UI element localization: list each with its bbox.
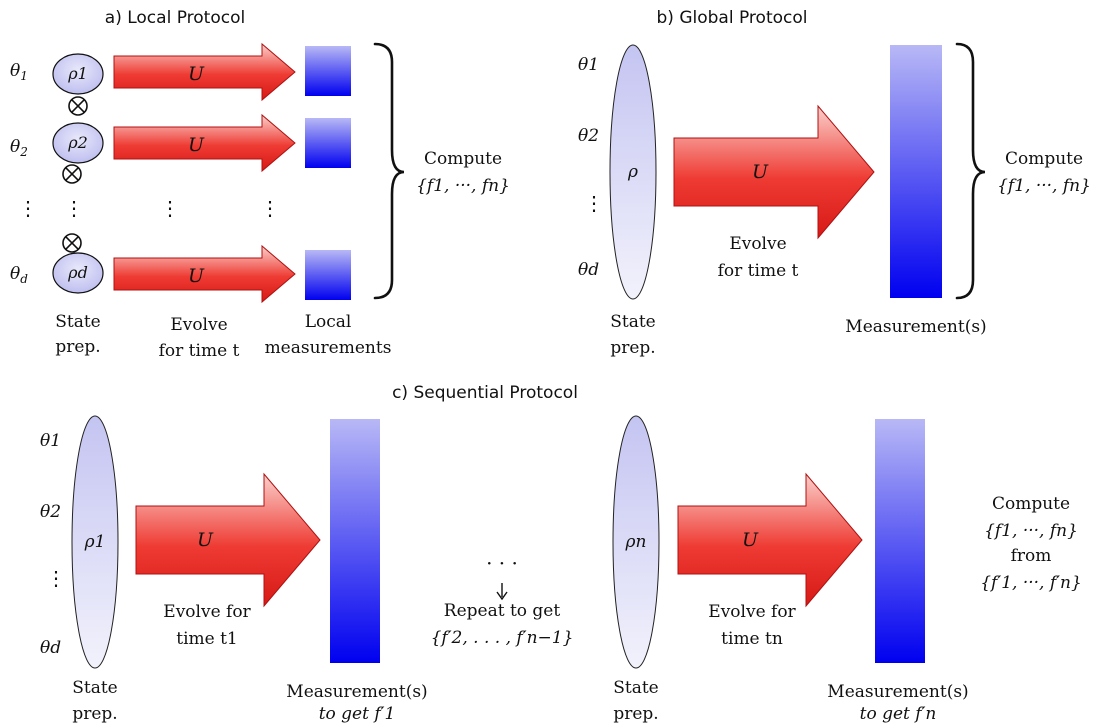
local-theta-2: θ2	[10, 137, 28, 159]
global-state-prep-label: State	[610, 312, 656, 332]
seq-compute-label: Compute	[992, 494, 1070, 514]
local-vdots-arrow: ⋮	[160, 196, 180, 220]
local-vdots-state: ⋮	[64, 196, 84, 220]
local-measurements-label: Local	[305, 312, 352, 332]
global-vdots-theta: ⋮	[584, 191, 604, 215]
svg-text:ρ: ρ	[627, 162, 638, 182]
svg-text:U: U	[188, 134, 205, 156]
svg-text:U: U	[742, 529, 759, 551]
global-evolution-arrow: U	[673, 104, 875, 240]
seq-evolve-first-label: Evolve for	[163, 602, 251, 622]
local-measurement-1	[305, 46, 351, 96]
seq-measurement-first-label: Measurement(s)	[286, 682, 427, 702]
svg-text:ρd: ρd	[67, 263, 88, 282]
global-protocol-title: b) Global Protocol	[657, 8, 808, 28]
local-evolve-label-2: for time t	[159, 341, 240, 361]
local-protocol-title: a) Local Protocol	[105, 8, 245, 28]
seq-evolution-arrow-first: U	[135, 472, 321, 608]
local-compute-set: {f1, ···, fn}	[416, 176, 510, 196]
seq-compute-from: from	[1011, 546, 1052, 566]
tensor-product-icon	[62, 233, 82, 253]
seq-evolve-last-label-2: time tn	[721, 629, 783, 649]
global-theta-1: θ1	[578, 55, 599, 75]
seq-compute-set: {f1, ···, fn}	[984, 521, 1078, 541]
tensor-product-icon	[62, 164, 82, 184]
svg-text:ρ1: ρ1	[67, 64, 88, 83]
local-protocol-panel: a) Local Protocol θ1 θ2 ⋮ θd ρ1 ρ2 ⋮	[10, 8, 510, 361]
global-theta-2: θ2	[578, 126, 599, 146]
svg-text:U: U	[188, 265, 205, 287]
local-evolution-arrow-2: U	[113, 113, 296, 173]
global-evolve-label-2: for time t	[718, 261, 799, 281]
seq-theta-1: θ1	[40, 431, 61, 451]
global-measurement	[890, 45, 942, 298]
seq-theta-d: θd	[40, 638, 61, 658]
seq-state-prep-label-first-2: prep.	[72, 704, 117, 723]
seq-measurement-first-label-2: to get f′1	[319, 704, 396, 723]
global-measurement-label: Measurement(s)	[845, 317, 986, 337]
global-compute-set: {f1, ···, fn}	[997, 176, 1091, 196]
global-protocol-panel: b) Global Protocol θ1 θ2 ⋮ θd ρ U Comput…	[578, 8, 1091, 358]
local-state-1: ρ1	[52, 53, 104, 95]
seq-state-prep-label-first: State	[72, 678, 118, 698]
seq-vdots-theta: ⋮	[46, 566, 66, 590]
global-brace	[955, 42, 986, 300]
seq-repeat-set: {f′2, . . . , f′n−1}	[431, 628, 574, 648]
seq-state-first: ρ1	[71, 415, 119, 669]
local-state-prep-label-2: prep.	[55, 337, 100, 357]
svg-text:U: U	[197, 529, 214, 551]
local-brace	[373, 42, 405, 300]
global-theta-d: θd	[578, 260, 599, 280]
seq-evolution-arrow-last: U	[677, 472, 863, 608]
down-arrow-icon	[496, 583, 508, 601]
seq-evolve-last-label: Evolve for	[708, 602, 796, 622]
local-state-2: ρ2	[52, 122, 104, 164]
seq-measurement-last-label-2: to get f′n	[860, 704, 937, 723]
seq-state-prep-label-last: State	[613, 678, 659, 698]
tensor-product-icon	[68, 96, 88, 116]
svg-text:U: U	[752, 161, 769, 183]
global-state: ρ	[609, 44, 657, 300]
seq-repeat-dots: · · ·	[486, 551, 518, 575]
sequential-protocol-panel: c) Sequential Protocol θ1 θ2 ⋮ θd ρ1 U E…	[40, 383, 1082, 723]
svg-text:ρn: ρn	[625, 532, 647, 552]
local-state-d: ρd	[52, 252, 104, 294]
local-theta-d: θd	[10, 264, 28, 286]
local-vdots-theta: ⋮	[18, 196, 38, 220]
local-state-prep-label: State	[55, 312, 101, 332]
local-evolution-arrow-1: U	[113, 42, 296, 102]
global-compute-label: Compute	[1005, 149, 1083, 169]
global-evolve-label: Evolve	[729, 234, 786, 254]
local-evolve-label: Evolve	[170, 315, 227, 335]
sequential-protocol-title: c) Sequential Protocol	[392, 383, 578, 403]
local-measurement-d	[305, 250, 351, 300]
local-theta-1: θ1	[10, 61, 28, 83]
seq-theta-2: θ2	[40, 502, 61, 522]
local-measurement-2	[305, 118, 351, 168]
svg-text:ρ2: ρ2	[67, 133, 88, 152]
seq-state-prep-label-last-2: prep.	[613, 704, 658, 723]
seq-state-last: ρn	[612, 415, 660, 669]
seq-compute-source-set: {f′1, ···, f′n}	[980, 573, 1082, 593]
seq-evolve-first-label-2: time t1	[176, 629, 238, 649]
svg-text:U: U	[188, 63, 205, 85]
svg-text:ρ1: ρ1	[84, 532, 106, 552]
seq-measurement-last	[875, 419, 925, 663]
local-evolution-arrow-d: U	[113, 244, 296, 304]
seq-measurement-last-label: Measurement(s)	[827, 682, 968, 702]
local-measurements-label-2: measurements	[265, 338, 392, 358]
local-compute-label: Compute	[424, 149, 502, 169]
seq-repeat-label: Repeat to get	[444, 601, 561, 621]
local-vdots-arrow-tip: ⋮	[260, 196, 280, 220]
global-state-prep-label-2: prep.	[610, 338, 655, 358]
seq-measurement-first	[330, 419, 380, 663]
